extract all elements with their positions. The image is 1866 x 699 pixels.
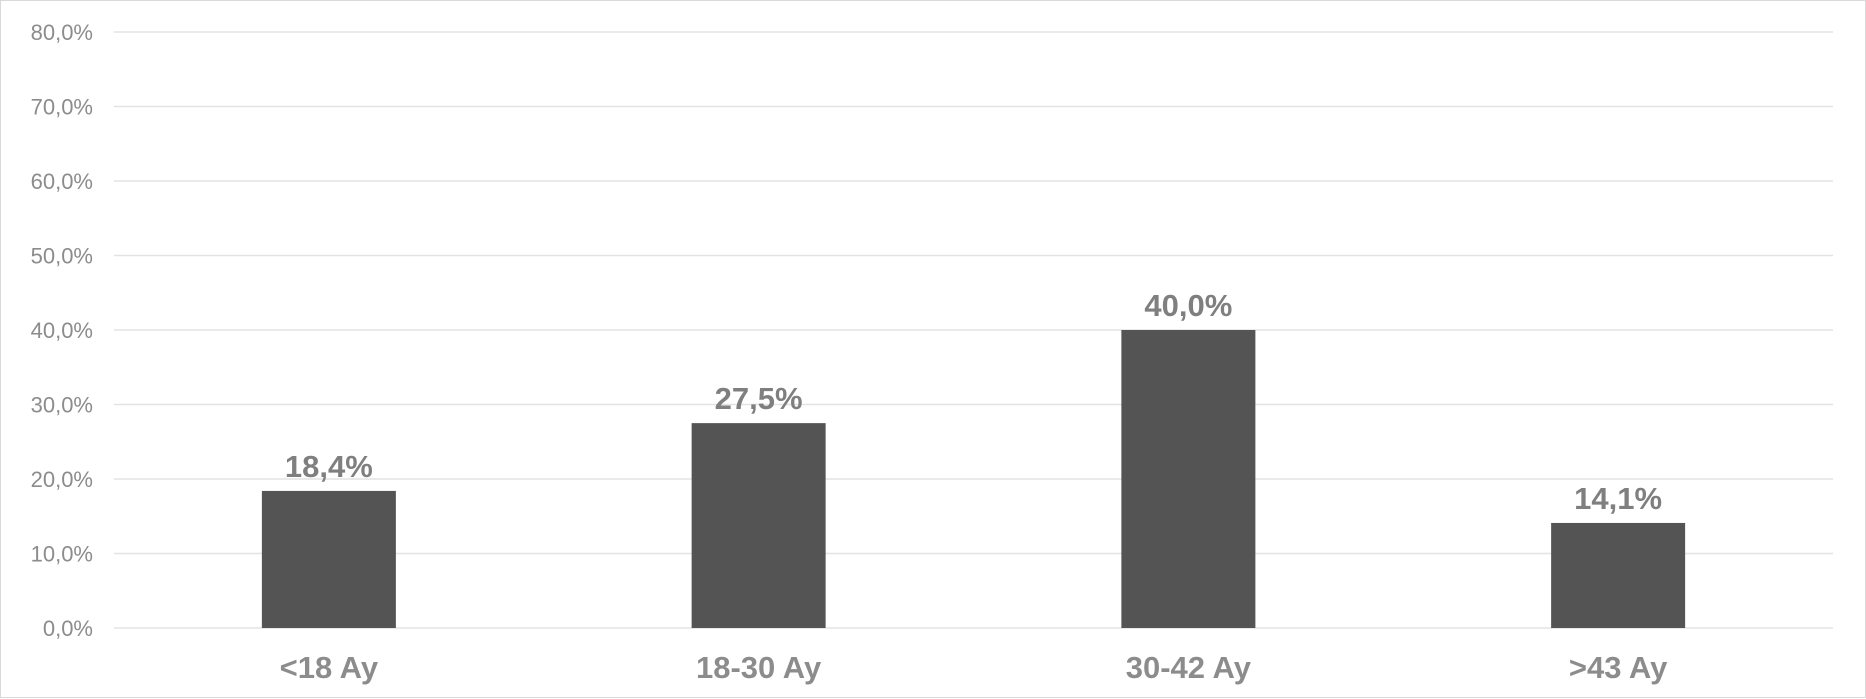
y-tick-label: 0,0%: [43, 616, 93, 641]
x-tick-label: >43 Ay: [1569, 650, 1668, 685]
x-tick-label: 18-30 Ay: [696, 650, 822, 685]
y-tick-label: 60,0%: [31, 169, 93, 194]
y-tick-label: 50,0%: [31, 244, 93, 269]
bar: [261, 490, 396, 628]
y-axis-tick-labels: 0,0% 10,0% 20,0% 30,0% 40,0% 50,0% 60,0% 70,0% 8…: [31, 20, 93, 641]
x-axis-tick-labels: <18 Ay 18-30 Ay 30-42 Ay >43 Ay: [280, 650, 1669, 685]
bar: [1121, 330, 1256, 628]
x-tick-label: <18 Ay: [280, 650, 379, 685]
y-tick-label: 20,0%: [31, 467, 93, 492]
data-labels: 18,4% 27,5% 40,0% 14,1%: [285, 288, 1662, 516]
y-tick-label: 30,0%: [31, 393, 93, 418]
y-tick-label: 40,0%: [31, 318, 93, 343]
data-label: 27,5%: [715, 381, 803, 416]
bars: [261, 330, 1686, 628]
x-tick-label: 30-42 Ay: [1126, 650, 1252, 685]
data-label: 40,0%: [1144, 288, 1232, 323]
gridlines: [114, 31, 1833, 629]
bar: [691, 423, 826, 628]
data-label: 14,1%: [1574, 481, 1662, 516]
y-tick-label: 70,0%: [31, 95, 93, 120]
bar: [1551, 522, 1686, 628]
data-label: 18,4%: [285, 449, 373, 484]
y-tick-label: 80,0%: [31, 20, 93, 45]
y-tick-label: 10,0%: [31, 542, 93, 567]
